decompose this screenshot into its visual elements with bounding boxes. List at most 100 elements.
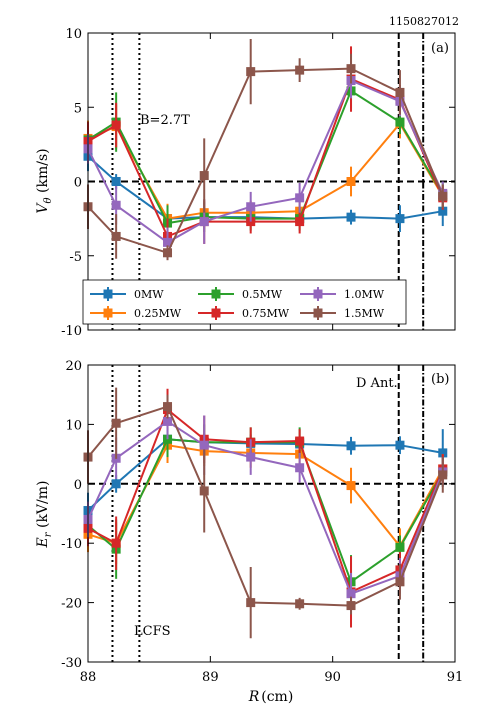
panel-b-series-0.5MW xyxy=(83,421,448,609)
legend-item-0MW: 0MW xyxy=(90,287,164,301)
data-point xyxy=(246,67,256,77)
lcfs-annotation: LCFS xyxy=(134,624,171,639)
data-point xyxy=(295,463,305,473)
x-tick-label: 90 xyxy=(324,670,341,685)
panel-a-series-0.25MW xyxy=(83,104,448,234)
data-point xyxy=(111,231,121,241)
panel-a-series-group xyxy=(83,33,455,330)
data-point xyxy=(438,206,448,216)
panel-b-series-0.75MW xyxy=(83,388,448,628)
data-point xyxy=(346,212,356,222)
panel-a-series-1.5MW xyxy=(83,38,448,261)
data-point xyxy=(163,416,173,426)
series-line xyxy=(87,438,443,512)
x-axis-label: R (cm) xyxy=(248,689,294,705)
data-point xyxy=(163,248,173,258)
data-point xyxy=(395,87,405,97)
panel-a-ticks: -10 -5 0 5 10 xyxy=(61,27,456,339)
data-point xyxy=(111,418,121,428)
data-point xyxy=(295,599,305,609)
legend: 0MW 0.25MW 0.5MW 0.75MW 1.0MW 1.5MW xyxy=(82,279,407,325)
panel-b: -30 -20 -10 0 10 20 88 89 90 91 (b) D Ant. LCFS E… xyxy=(35,359,463,685)
x-tick-label: 91 xyxy=(447,670,464,685)
legend-label: 0.5MW xyxy=(242,288,283,301)
data-point xyxy=(346,589,356,599)
data-point xyxy=(438,191,448,201)
data-point xyxy=(346,64,356,74)
y-tick-label: -10 xyxy=(61,537,82,552)
data-point xyxy=(346,441,356,451)
legend-label: 0MW xyxy=(134,288,164,301)
shot-id-label: 1150827012 xyxy=(389,15,459,28)
panel-b-series-1.5MW xyxy=(83,387,448,639)
data-point xyxy=(111,479,121,489)
x-tick-label: 89 xyxy=(202,670,219,685)
legend-box xyxy=(82,279,407,325)
y-tick-label: 20 xyxy=(65,359,82,374)
panel-a-series-0.75MW xyxy=(83,46,448,255)
data-point xyxy=(295,65,305,75)
y-tick-label: 10 xyxy=(65,27,82,42)
data-point xyxy=(199,440,209,450)
y-tick-label: -5 xyxy=(69,250,82,265)
series-line xyxy=(87,407,444,594)
panel-a-series-1.0MW xyxy=(83,62,448,258)
data-point xyxy=(199,217,209,227)
legend-label: 0.75MW xyxy=(242,307,290,320)
x-tick-label: 88 xyxy=(80,670,97,685)
legend-label: 0.25MW xyxy=(134,307,182,320)
data-point xyxy=(346,177,356,186)
antenna-annotation: D Ant. xyxy=(356,376,398,391)
panel-b-ticks: -30 -20 -10 0 10 20 88 89 90 91 xyxy=(61,359,463,685)
legend-item-0.5MW: 0.5MW xyxy=(198,287,283,301)
data-point xyxy=(199,171,209,181)
data-point xyxy=(111,200,121,210)
data-point xyxy=(346,481,356,491)
panel-b-frame xyxy=(87,364,456,663)
panel-b-series-group xyxy=(83,365,455,662)
data-point xyxy=(163,402,173,412)
legend-item-0.75MW: 0.75MW xyxy=(198,306,290,320)
series-line xyxy=(87,420,444,595)
series-line xyxy=(87,405,444,607)
panel-a-ylabel: Vθ (km/s) xyxy=(35,148,54,213)
legend-item-1.5MW: 1.5MW xyxy=(300,306,385,320)
data-point xyxy=(295,436,305,446)
legend-label: 1.0MW xyxy=(344,288,385,301)
data-point xyxy=(246,202,256,212)
panel-b-ylabel: Er (kV/m) xyxy=(35,481,54,549)
data-point xyxy=(295,217,305,227)
y-tick-label: 0 xyxy=(74,478,82,493)
series-line xyxy=(87,155,443,220)
field-annotation: B=2.7T xyxy=(140,113,190,128)
data-point xyxy=(111,177,121,186)
data-point xyxy=(111,538,121,548)
y-tick-label: -10 xyxy=(61,324,82,339)
legend-marker xyxy=(211,289,221,299)
data-point xyxy=(246,452,256,462)
legend-marker xyxy=(313,289,323,299)
y-tick-label: -20 xyxy=(61,597,82,612)
data-point xyxy=(438,470,448,480)
data-point xyxy=(395,214,405,224)
data-point xyxy=(246,598,256,608)
data-point xyxy=(199,486,209,496)
panel-a-label: (a) xyxy=(431,41,449,56)
legend-item-0.25MW: 0.25MW xyxy=(90,306,182,320)
panel-b-series-0.25MW xyxy=(83,427,448,564)
y-tick-label: 10 xyxy=(65,418,82,433)
data-point xyxy=(395,542,405,552)
legend-marker xyxy=(103,308,113,318)
y-tick-label: 0 xyxy=(74,176,82,191)
panel-b-label: (b) xyxy=(431,372,449,387)
data-point xyxy=(395,117,405,127)
data-point xyxy=(395,440,405,450)
data-point xyxy=(295,193,305,203)
panel-b-series-1.0MW xyxy=(83,403,448,615)
y-tick-label: 5 xyxy=(74,101,82,116)
legend-marker xyxy=(211,308,221,318)
legend-marker xyxy=(103,289,113,299)
legend-item-1.0MW: 1.0MW xyxy=(300,287,385,301)
data-point xyxy=(163,237,173,247)
legend-marker xyxy=(313,308,323,318)
